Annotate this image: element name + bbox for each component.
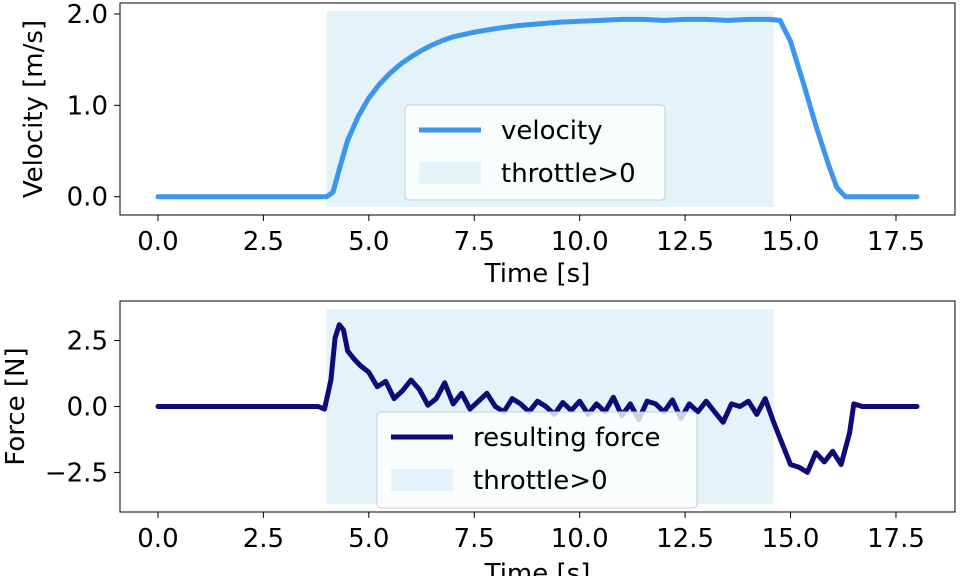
x-tick-label: 7.5 [454,227,495,257]
legend: velocity throttle>0 [404,104,666,201]
x-tick-label: 7.5 [454,524,495,554]
x-tick-label: 10.0 [551,524,609,554]
legend: resulting force throttle>0 [376,411,698,509]
x-tick-label: 5.0 [348,227,389,257]
y-tick-label: −2.5 [45,458,108,488]
x-tick-label: 15.0 [762,227,820,257]
legend-box [376,411,698,509]
x-tick-label: 12.5 [656,227,714,257]
x-axis-label: Time [s] [484,259,591,289]
force-chart: 0.0 2.5 5.0 7.5 10.0 12.5 15.0 17.5 −2.5 0.0 2.5 Ti… [1,300,956,576]
y-axis-label: Velocity [m/s] [19,20,49,198]
x-tick-label: 5.0 [348,524,389,554]
series-line-resulting-force [155,322,920,475]
legend-region-swatch [419,162,481,184]
legend-region-swatch [391,469,453,491]
y-tick-label: 2.5 [67,327,108,357]
y-tick-label: 0.0 [67,393,108,423]
x-tick-label: 0.0 [137,227,178,257]
x-tick-label: 12.5 [656,524,714,554]
series-line-velocity [155,16,920,200]
legend-entry-label: throttle>0 [473,466,608,496]
x-axis-label: Time [s] [484,559,591,576]
y-tick-label: 2.0 [67,0,108,30]
velocity-chart: 0.0 2.5 5.0 7.5 10.0 12.5 15.0 17.5 0.0 1.0 2.0 Tim… [19,0,956,289]
legend-entry-label: throttle>0 [501,159,636,189]
x-tick-label: 2.5 [243,524,284,554]
x-tick-label: 15.0 [762,524,820,554]
x-tick-label: 17.5 [867,524,925,554]
y-tick-label: 0.0 [67,183,108,213]
y-tick-label: 1.0 [67,91,108,121]
legend-entry-label: velocity [501,116,603,146]
y-axis-label: Force [N] [1,347,31,465]
legend-entry-label: resulting force [473,423,661,453]
axes-frame [119,2,956,216]
x-tick-label: 0.0 [137,524,178,554]
x-tick-label: 10.0 [551,227,609,257]
x-tick-label: 2.5 [243,227,284,257]
x-tick-label: 17.5 [867,227,925,257]
